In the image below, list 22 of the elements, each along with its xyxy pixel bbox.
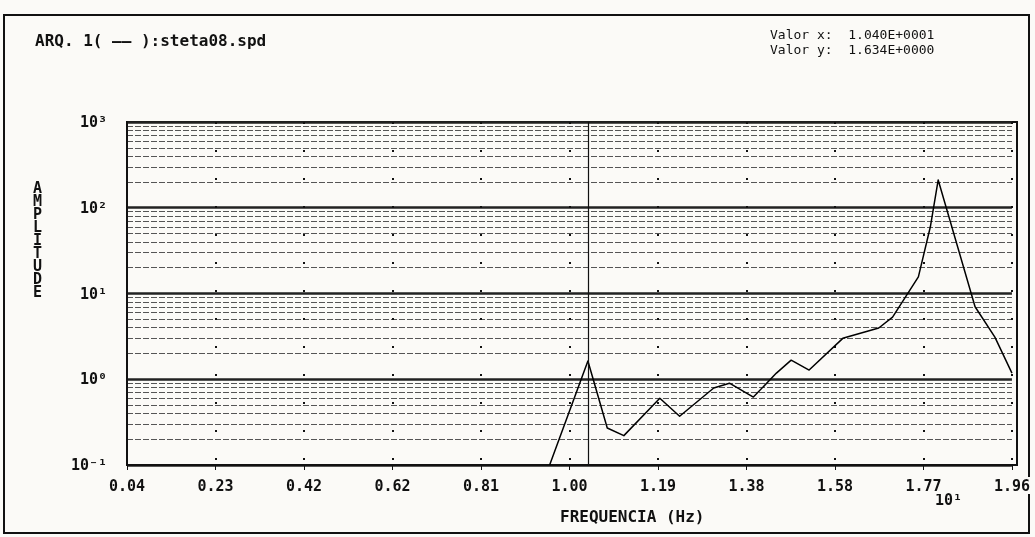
y-tick-label: 10⁰ bbox=[79, 370, 107, 389]
x-tick-label: 0.81 bbox=[462, 476, 500, 495]
y-tick-label: 10⁻¹ bbox=[70, 456, 107, 474]
text: AMPLITUDE bbox=[33, 178, 43, 301]
x-tick-label: 1.00 bbox=[551, 476, 588, 495]
x-tick-label: 0.23 bbox=[197, 476, 234, 495]
x-tick-label: 1.58 bbox=[816, 476, 854, 495]
x-tick-label: 1.96 bbox=[993, 476, 1030, 495]
x-tick-label: 1.38 bbox=[728, 476, 765, 495]
y-tick-label: 10³ bbox=[79, 113, 107, 131]
text: Valor y: 1.634E+0000 bbox=[770, 42, 935, 57]
x-tick-label: 1.77 bbox=[905, 476, 942, 495]
x-tick-label: 1.19 bbox=[639, 476, 677, 495]
chart-title: ARQ. 1( —— ):steta08.spd bbox=[35, 30, 267, 50]
x-tick-label: 0.04 bbox=[108, 476, 146, 495]
x-axis-title: FREQUENCIA (Hz) bbox=[560, 506, 705, 526]
x-tick-label: 0.42 bbox=[285, 476, 323, 495]
line-series bbox=[548, 179, 1013, 466]
x-tick-label: 0.62 bbox=[374, 476, 411, 495]
text: Valor x: 1.040E+0001 bbox=[770, 27, 935, 42]
y-tick-label: 10² bbox=[79, 198, 107, 217]
y-tick-label: 10¹ bbox=[79, 284, 107, 303]
